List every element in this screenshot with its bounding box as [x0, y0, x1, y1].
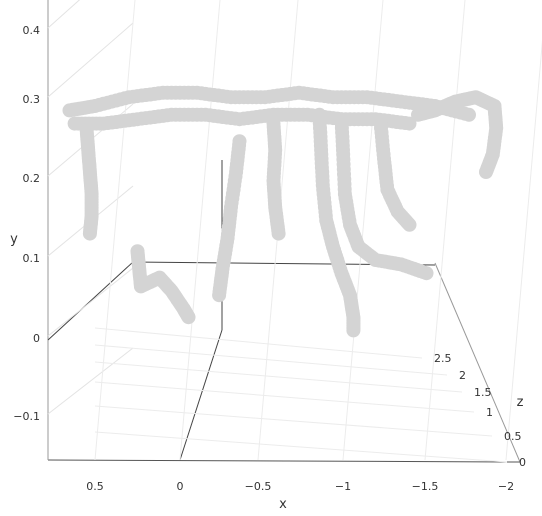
y-tick-label: 0	[33, 332, 40, 345]
y-tick-label: 0.1	[23, 252, 41, 265]
scatter-point	[402, 217, 417, 232]
tick-labels: 0.4 0.3 0.2 0.1 0 −0.1 0.5 0 −0.5 −1 −1.5 −2 2.5 2 1.5…	[13, 24, 526, 493]
scatter-point	[479, 165, 493, 179]
x-gridline	[505, 40, 542, 461]
z-gridline	[94, 344, 448, 376]
z-axis-line	[434, 262, 521, 463]
z-tick-label: 2	[459, 369, 466, 382]
x-gridline	[342, 0, 384, 461]
z-gridline	[94, 361, 463, 393]
y-gridline	[47, 267, 134, 337]
z-tick-label: 1.5	[474, 386, 492, 399]
y-tick-label: 0.2	[23, 172, 41, 185]
z-gridline	[94, 405, 493, 437]
z-gridline	[94, 381, 475, 413]
x-tick-label: 0	[177, 480, 184, 493]
scatter-point	[402, 116, 417, 131]
x-tick-label: −1.5	[412, 480, 439, 493]
z-gridline	[94, 327, 423, 359]
scatter-point	[82, 226, 97, 241]
z-tick-label: 2.5	[434, 352, 452, 365]
x-tick-label: 0.5	[86, 480, 104, 493]
scatter-point	[419, 266, 434, 281]
origin-y-line	[47, 261, 134, 341]
x-tick-label: −0.5	[245, 480, 272, 493]
z-tick-label: 0	[519, 456, 526, 469]
x-gridline	[94, 0, 136, 461]
y-gridline	[47, 0, 81, 29]
x-gridline	[424, 0, 466, 461]
z-gridline	[94, 431, 508, 463]
scatter-point	[212, 288, 227, 303]
x-tick-label: −1	[335, 480, 351, 493]
x-gridline	[179, 0, 221, 461]
scatter-point	[271, 226, 286, 241]
y-tick-label: 0.4	[23, 24, 41, 37]
z-tick-label: 0.5	[504, 430, 522, 443]
z-tick-label: 1	[486, 406, 493, 419]
x-tick-label: −2	[498, 480, 514, 493]
gridlines	[47, 0, 542, 463]
y-tick-label: −0.1	[13, 410, 40, 423]
x-axis-line	[47, 459, 521, 463]
y-gridline	[47, 347, 134, 415]
y-tick-label: 0.3	[23, 93, 41, 106]
scatter-point	[181, 310, 196, 325]
scatter-point	[462, 107, 476, 122]
scatter-point	[346, 323, 361, 338]
y-gridline	[47, 22, 134, 98]
x-axis-title: x	[279, 497, 287, 511]
y-axis-title: y	[10, 232, 18, 247]
data-points	[62, 85, 504, 338]
z-axis-title: z	[517, 395, 524, 410]
